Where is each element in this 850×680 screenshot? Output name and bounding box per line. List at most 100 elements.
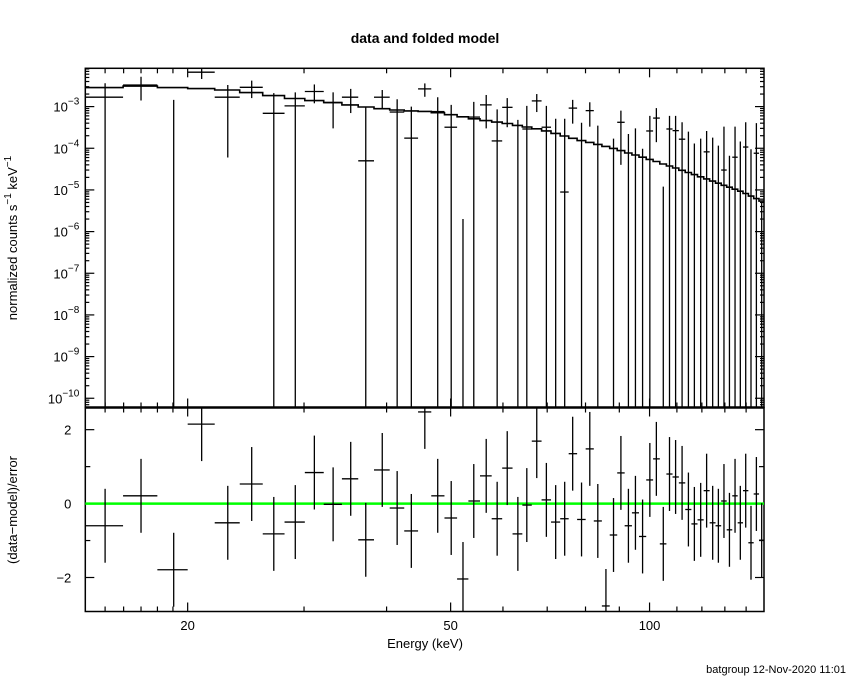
data-point — [431, 97, 445, 408]
residual-point — [748, 505, 754, 580]
residual-point — [262, 496, 285, 571]
residual-point — [646, 442, 654, 517]
spectrum-frame — [84, 67, 765, 409]
data-point — [418, 83, 432, 97]
residual-point — [685, 472, 692, 547]
folded-model-line — [85, 85, 764, 202]
data-point — [491, 109, 503, 408]
y-tick-label: 10−4 — [53, 138, 79, 156]
data-point — [374, 90, 390, 110]
x-axis-label: Energy (keV) — [387, 636, 463, 651]
residual-point — [157, 532, 188, 607]
residual-point — [239, 447, 263, 521]
chart-title: data and folded model — [351, 30, 500, 46]
data-point — [284, 92, 305, 408]
data-point — [703, 130, 710, 408]
data-point — [389, 99, 405, 408]
residual-point — [491, 481, 503, 556]
residual-point — [726, 492, 733, 567]
residual-point — [214, 485, 240, 560]
data-point — [187, 68, 215, 79]
data-point — [262, 93, 285, 408]
x-tick-label: 50 — [443, 618, 457, 633]
top-y-axis-label: normalized counts s−1 keV−1 — [3, 155, 20, 320]
data-point — [358, 106, 375, 408]
data-point — [646, 115, 654, 408]
data-point — [404, 106, 419, 408]
residual-point — [374, 433, 390, 507]
residual-point — [721, 464, 727, 538]
data-point — [653, 108, 660, 143]
residual-point — [732, 458, 738, 533]
residual-point — [743, 453, 749, 528]
y-tick-label: 0 — [64, 497, 71, 512]
x-tick-label: 100 — [639, 618, 661, 633]
residual-point — [444, 481, 458, 555]
residual-point — [759, 503, 764, 578]
y-tick-label: 10−7 — [53, 263, 79, 281]
y-tick-label: 10−9 — [53, 347, 79, 365]
data-point — [743, 122, 749, 408]
data-point — [568, 99, 578, 124]
residual-point — [691, 486, 698, 561]
data-point — [721, 126, 727, 408]
x-tick-label: 20 — [180, 618, 194, 633]
data-point — [541, 105, 552, 408]
data-point — [678, 122, 686, 408]
residual-point — [678, 445, 686, 520]
residual-point — [653, 421, 660, 496]
residual-point — [577, 482, 586, 557]
bottom-y-axis-label: (data−model)/error — [5, 455, 20, 564]
data-point — [531, 94, 542, 113]
data-point — [585, 102, 594, 127]
residual-point — [284, 485, 305, 560]
residual-point — [341, 441, 359, 516]
residual-point — [418, 407, 432, 449]
data-point — [123, 76, 158, 101]
footer-stamp: batgroup 12-Nov-2020 11:01 — [706, 664, 846, 676]
residual-point — [709, 485, 716, 560]
data-point — [323, 92, 342, 129]
data-point — [753, 123, 760, 408]
residual-point — [568, 416, 578, 491]
data-point — [672, 115, 679, 408]
residual-point — [551, 485, 561, 560]
data-point — [304, 84, 324, 104]
data-point — [666, 115, 673, 408]
residual-point — [358, 502, 375, 577]
residual-point — [753, 457, 760, 531]
data-point — [444, 104, 458, 408]
residual-point — [617, 435, 625, 510]
residual-point — [601, 569, 610, 612]
residual-point — [512, 496, 523, 571]
y-tick-label: 10−8 — [53, 305, 79, 323]
data-point — [522, 105, 532, 408]
residual-point — [187, 407, 215, 462]
residual-point — [631, 475, 640, 550]
data-point — [341, 88, 359, 114]
residual-point — [389, 471, 405, 545]
data-point — [479, 94, 492, 129]
data-point — [502, 98, 513, 128]
residual-point — [737, 485, 744, 560]
data-point — [85, 83, 124, 408]
residual-point — [697, 482, 704, 557]
residual-point — [672, 440, 679, 514]
residual-point — [404, 493, 419, 568]
residual-point — [715, 488, 722, 563]
residual-point — [659, 506, 667, 581]
residual-point — [522, 468, 532, 543]
spectrum-panel: 10−3 10−4 10−5 10−6 10−7 10−8 10−9 10−10 — [48, 67, 765, 612]
y-tick-label: −2 — [56, 571, 71, 586]
y-tick-label: 10−3 — [53, 97, 79, 115]
residual-point — [123, 458, 158, 533]
y-tick-label: 2 — [64, 423, 71, 438]
data-point — [617, 110, 625, 165]
residual-point — [624, 488, 632, 563]
residual-point — [585, 411, 594, 486]
data-point — [732, 126, 738, 408]
data-point — [239, 80, 263, 99]
residual-point — [85, 488, 124, 563]
residual-point — [431, 458, 445, 533]
